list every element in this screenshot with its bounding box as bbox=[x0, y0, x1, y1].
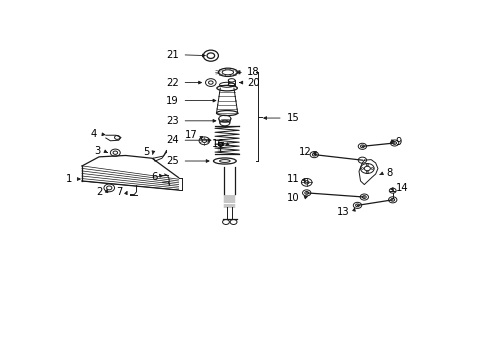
Text: 18: 18 bbox=[246, 67, 259, 77]
Text: 16: 16 bbox=[212, 139, 224, 149]
Text: 20: 20 bbox=[246, 77, 259, 87]
Text: 22: 22 bbox=[165, 77, 178, 87]
Text: 8: 8 bbox=[386, 168, 392, 179]
Text: 6: 6 bbox=[151, 172, 158, 182]
Text: 21: 21 bbox=[165, 50, 178, 60]
Text: 19: 19 bbox=[165, 96, 178, 105]
Text: 10: 10 bbox=[286, 193, 299, 203]
Text: 1: 1 bbox=[66, 174, 72, 184]
Text: 2: 2 bbox=[96, 187, 102, 197]
Text: 14: 14 bbox=[395, 183, 407, 193]
Text: 24: 24 bbox=[165, 135, 178, 145]
Text: 11: 11 bbox=[286, 174, 299, 184]
Text: 25: 25 bbox=[165, 156, 178, 166]
Text: 17: 17 bbox=[184, 130, 197, 140]
Text: 12: 12 bbox=[298, 147, 311, 157]
Text: 15: 15 bbox=[286, 113, 299, 123]
Text: 5: 5 bbox=[143, 147, 149, 157]
Text: 4: 4 bbox=[91, 129, 97, 139]
Text: 13: 13 bbox=[337, 207, 349, 217]
Text: 3: 3 bbox=[95, 146, 101, 156]
Text: 7: 7 bbox=[116, 187, 122, 197]
Text: 23: 23 bbox=[165, 116, 178, 126]
Text: 9: 9 bbox=[395, 138, 401, 148]
